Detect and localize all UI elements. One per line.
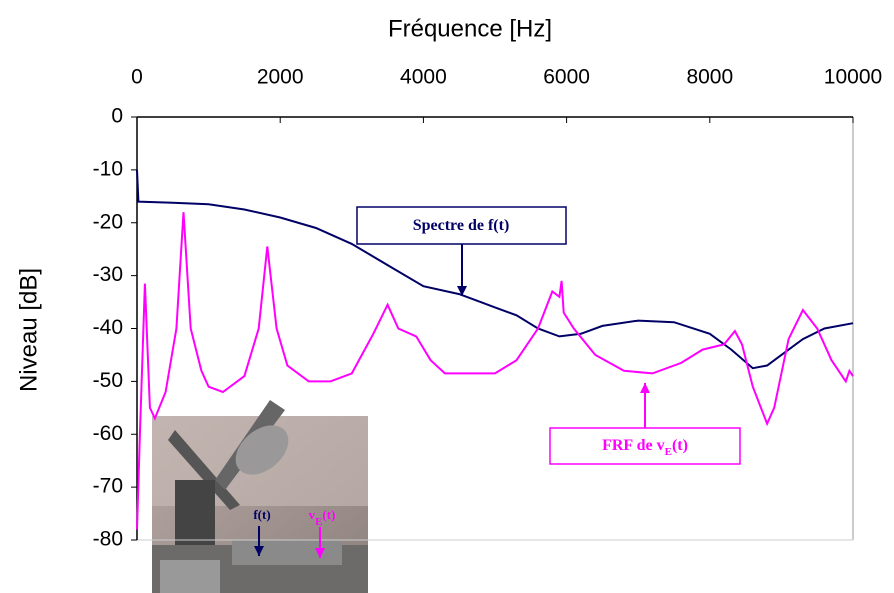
y-tick-label: -50 <box>93 369 123 392</box>
text-part: f(t) <box>253 507 270 522</box>
text-part: FRF de v <box>602 437 665 454</box>
y-tick-label: -20 <box>93 210 123 233</box>
annotation-label: FRF de vE(t) <box>602 437 688 458</box>
text-part: Spectre de f(t) <box>413 217 510 234</box>
x-tick-label: 10000 <box>824 66 882 89</box>
y-tick-label: -80 <box>93 528 123 551</box>
data-line <box>136 212 854 530</box>
inset-photo <box>152 400 368 593</box>
arrow-head <box>640 383 650 393</box>
x-tick-label: 4000 <box>400 66 447 89</box>
x-tick-label: 0 <box>131 66 143 89</box>
y-tick-label: -10 <box>93 157 123 180</box>
text-part: E <box>665 446 672 458</box>
y-tick-label: -60 <box>93 422 123 445</box>
arrow-head <box>315 548 325 558</box>
inset-label: f(t) <box>253 507 270 522</box>
annotation-label: Spectre de f(t) <box>413 217 510 234</box>
text-part: (t) <box>322 507 335 522</box>
x-axis-title: Fréquence [Hz] <box>388 15 552 42</box>
y-tick-label: 0 <box>111 105 123 128</box>
x-tick-label: 6000 <box>543 66 590 89</box>
arrow-head <box>254 546 264 556</box>
x-tick-label: 8000 <box>686 66 733 89</box>
annotation-box <box>356 206 567 245</box>
data-line <box>136 169 854 370</box>
arrow-head <box>457 286 467 296</box>
y-tick-label: -70 <box>93 475 123 498</box>
text-part: v <box>309 507 316 522</box>
y-axis-title: Niveau [dB] <box>15 268 42 392</box>
inset-label: vE(t) <box>309 507 336 528</box>
y-tick-label: -40 <box>93 316 123 339</box>
text-part: E <box>315 516 322 528</box>
y-tick-label: -30 <box>93 263 123 286</box>
x-tick-label: 2000 <box>257 66 304 89</box>
text-part: (t) <box>672 437 688 454</box>
